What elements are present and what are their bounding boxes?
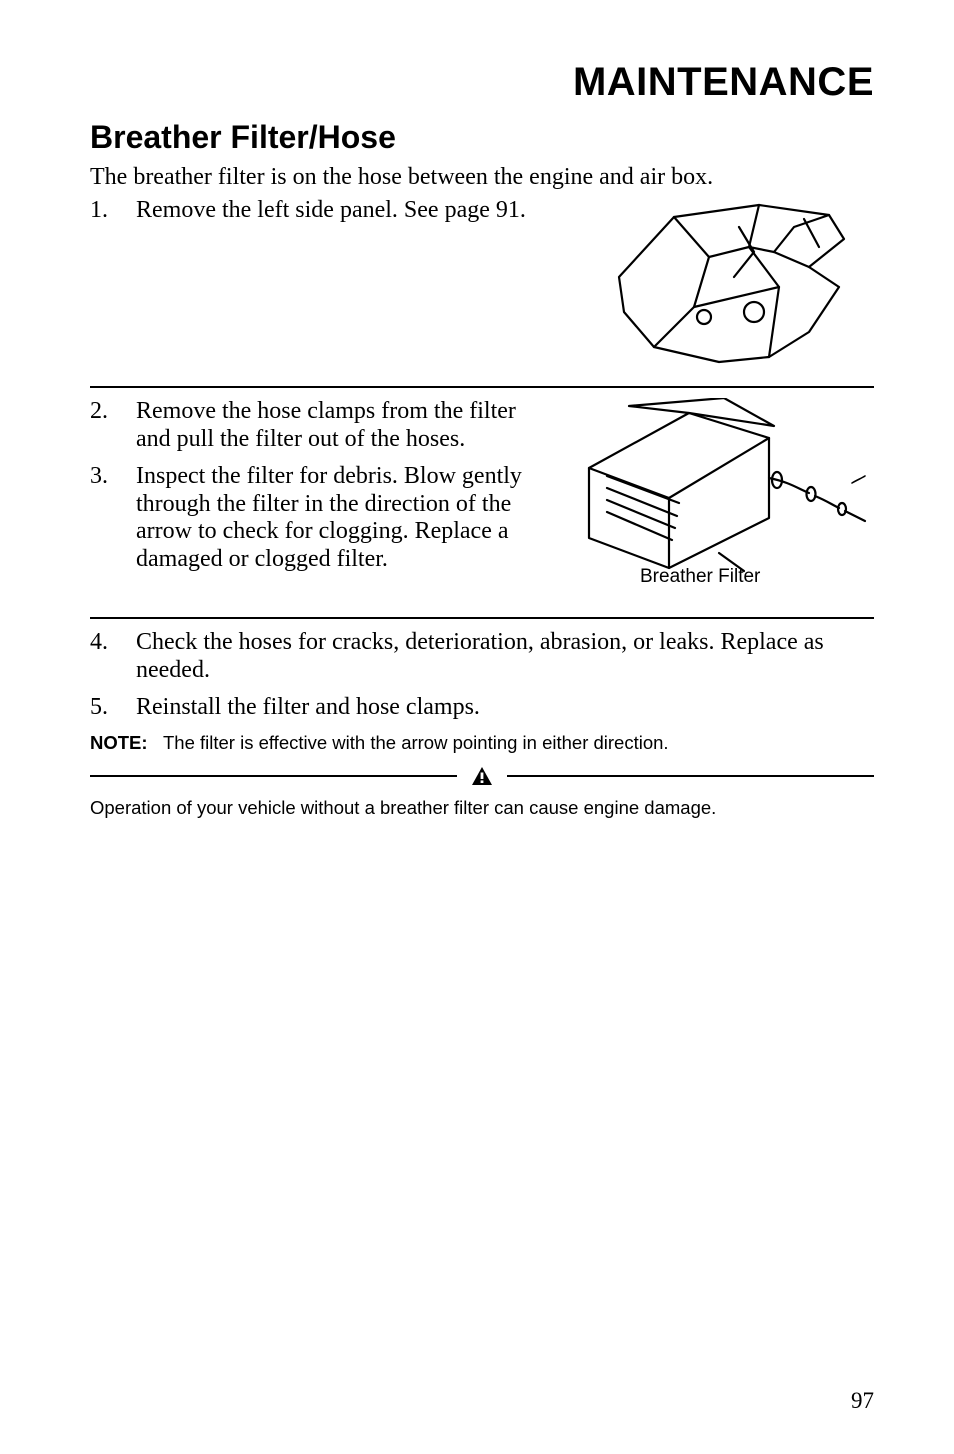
step-item: 5.Reinstall the filter and hose clamps. [90, 694, 874, 722]
note-label: NOTE: [90, 732, 148, 753]
page-title: MAINTENANCE [90, 60, 874, 105]
section-steps45: 4.Check the hoses for cracks, deteriorat… [90, 629, 874, 820]
steps-list-c: 4.Check the hoses for cracks, deteriorat… [90, 629, 874, 722]
step-number: 2. [90, 398, 136, 453]
rule-left [90, 775, 457, 777]
step-item: 3.Inspect the filter for debris. Blow ge… [90, 463, 534, 573]
step-text: Remove the left side panel. See page 91. [136, 197, 564, 225]
step-number: 1. [90, 197, 136, 225]
section-step1: 1.Remove the left side panel. See page 9… [90, 197, 874, 388]
rule-right [507, 775, 874, 777]
warning-text: Operation of your vehicle without a brea… [90, 796, 874, 820]
intro-text: The breather filter is on the hose betwe… [90, 164, 874, 191]
step-number: 5. [90, 694, 136, 722]
text-column: 2.Remove the hose clamps from the filter… [90, 398, 534, 603]
diagram-side-panel [584, 197, 874, 372]
step-item: 2.Remove the hose clamps from the filter… [90, 398, 534, 453]
warning-divider [90, 766, 874, 786]
note-line: NOTE: The filter is effective with the a… [90, 732, 874, 754]
diagram-breather-filter: Breather Filter [554, 398, 874, 603]
note-text: The filter is effective with the arrow p… [163, 732, 669, 753]
step-number: 3. [90, 463, 136, 573]
side-panel-icon [599, 197, 859, 367]
section-title: Breather Filter/Hose [90, 119, 874, 156]
step-number: 4. [90, 629, 136, 684]
filter-label: Breather Filter [640, 566, 760, 588]
step-text: Check the hoses for cracks, deterioratio… [136, 629, 874, 684]
step-item: 1.Remove the left side panel. See page 9… [90, 197, 564, 225]
page-number: 97 [851, 1388, 874, 1414]
steps-list-a: 1.Remove the left side panel. See page 9… [90, 197, 564, 225]
alert-triangle-icon [471, 766, 493, 786]
step-text: Inspect the filter for debris. Blow gent… [136, 463, 534, 573]
step-text: Remove the hose clamps from the filter a… [136, 398, 534, 453]
text-column: 1.Remove the left side panel. See page 9… [90, 197, 564, 372]
section-steps23: 2.Remove the hose clamps from the filter… [90, 398, 874, 619]
step-text: Reinstall the filter and hose clamps. [136, 694, 874, 722]
steps-list-b: 2.Remove the hose clamps from the filter… [90, 398, 534, 574]
step-item: 4.Check the hoses for cracks, deteriorat… [90, 629, 874, 684]
